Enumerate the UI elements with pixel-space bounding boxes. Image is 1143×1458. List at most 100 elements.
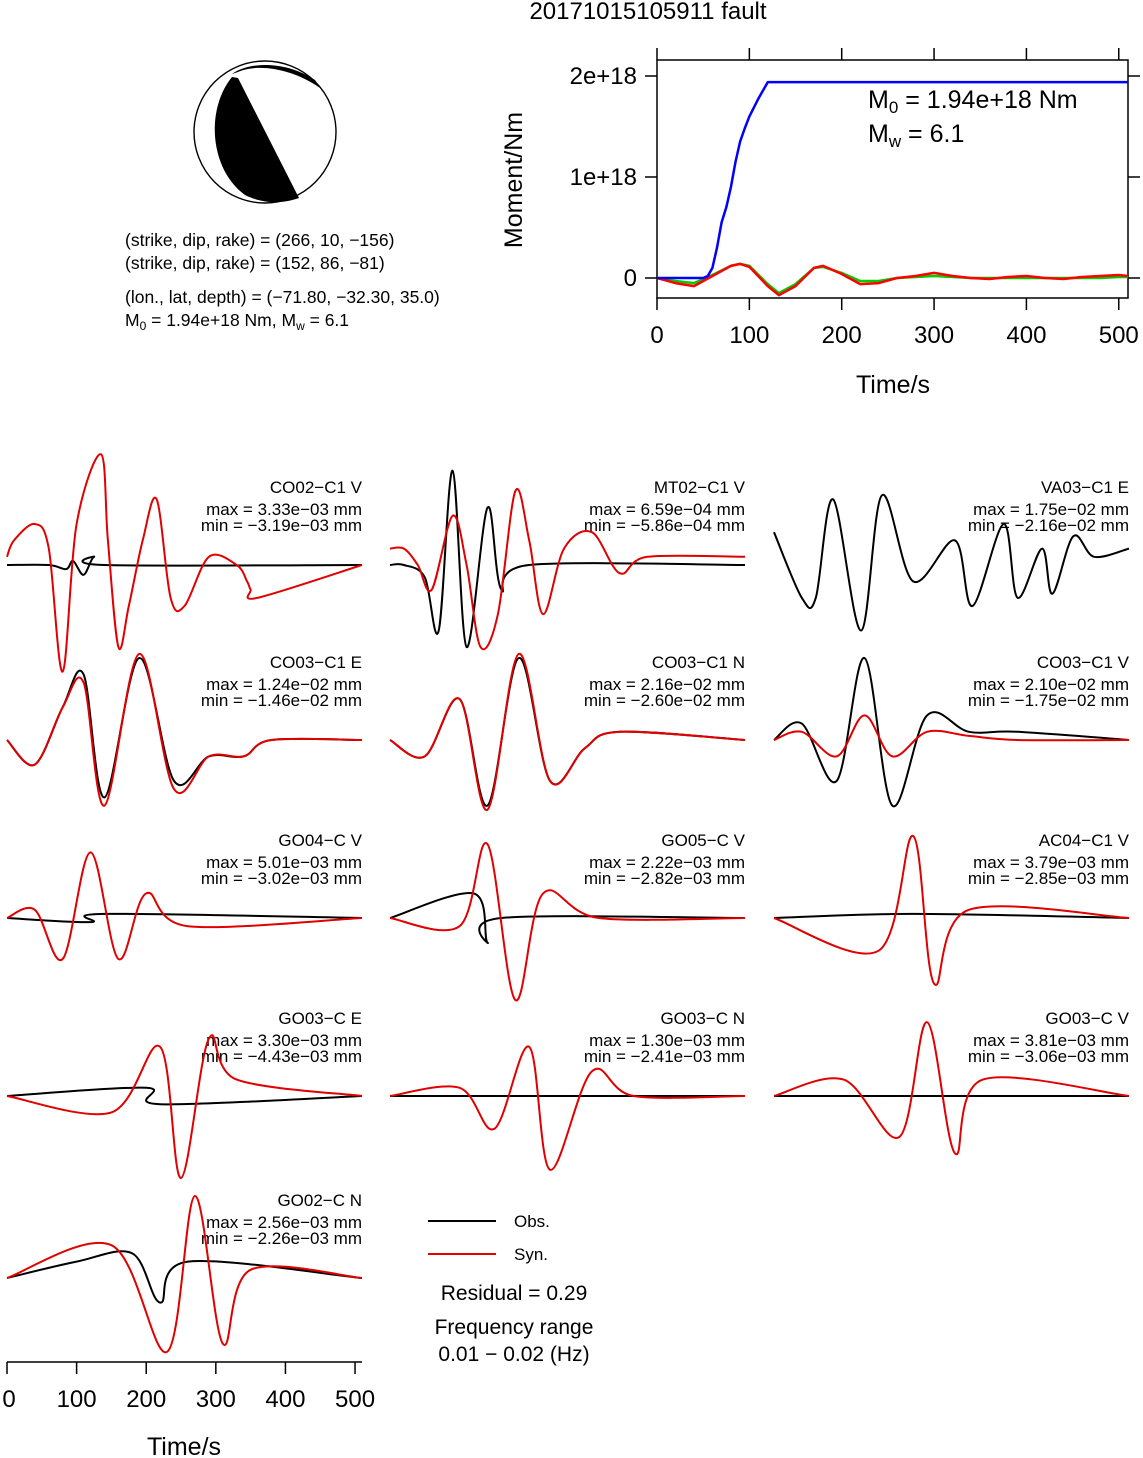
mechanism-line-2: (strike, dip, rake) = (152, 86, −81) <box>125 253 385 273</box>
mechanism-text: (strike, dip, rake) = (266, 10, −156) (s… <box>125 230 440 333</box>
beachball <box>193 60 337 204</box>
trace-max-label: max = 6.59e−04 mm <box>589 500 745 519</box>
beachball-top-arc <box>232 64 320 88</box>
trace-synthetic-line <box>389 652 746 811</box>
trace-station-label: AC04−C1 V <box>1039 831 1130 850</box>
moment-y-label: Moment/Nm <box>500 112 528 248</box>
trace-synthetic-line <box>773 714 1130 758</box>
moment-series-line <box>657 80 1128 280</box>
trace-min-label: min = −1.46e−02 mm <box>201 691 362 710</box>
trace-observed-line <box>6 912 363 924</box>
trace-max-label: max = 3.79e−03 mm <box>973 853 1129 872</box>
moment-x-tick-label: 200 <box>822 322 862 349</box>
trace-min-label: min = −2.16e−02 mm <box>968 516 1129 535</box>
moment-y-tick-label: 1e+18 <box>570 164 637 191</box>
moment-m0-text: M0 = 1.94e+18 Nm <box>868 86 1078 117</box>
mechanism-line-4: M0 = 1.94e+18 Nm, Mw = 6.1 <box>125 310 349 333</box>
moment-mw-text: Mw = 6.1 <box>868 120 964 151</box>
trace-max-label: max = 1.75e−02 mm <box>973 500 1129 519</box>
trace-max-label: max = 2.56e−03 mm <box>206 1213 362 1232</box>
trace-synthetic-line <box>6 453 363 673</box>
figure-title: 20171015105911 fault <box>529 0 766 25</box>
frequency-range-values: 0.01 − 0.02 (Hz) <box>438 1343 589 1366</box>
trace-observed-line <box>389 469 746 649</box>
trace-synthetic-line <box>773 834 1130 986</box>
trace-max-label: max = 3.81e−03 mm <box>973 1031 1129 1050</box>
residual-text: Residual = 0.29 <box>441 1282 588 1305</box>
trace-station-label: CO03−C1 V <box>1037 653 1130 672</box>
trace-synthetic-line <box>389 1045 746 1171</box>
mechanism-line-1: (strike, dip, rake) = (266, 10, −156) <box>125 230 394 250</box>
frequency-range-label: Frequency range <box>435 1316 594 1339</box>
trace-observed-line <box>6 555 363 576</box>
trace-synthetic-line <box>6 851 363 962</box>
trace-station-label: CO03−C1 E <box>270 653 362 672</box>
bottom-x-tick-label: 500 <box>335 1386 375 1413</box>
trace-min-label: min = −2.82e−03 mm <box>584 869 745 888</box>
moment-y-tick-label: 2e+18 <box>570 63 637 90</box>
moment-x-tick-label: 100 <box>729 322 769 349</box>
moment-x-axis: 0 100 200 300 400 500 <box>650 48 1139 349</box>
trace-max-label: max = 1.30e−03 mm <box>589 1031 745 1050</box>
legend-syn-label: Syn. <box>514 1245 548 1264</box>
trace-min-label: min = −4.43e−03 mm <box>201 1047 362 1066</box>
trace-synthetic-line <box>389 487 746 651</box>
bottom-x-label: Time/s <box>147 1433 221 1458</box>
moment-y-axis: 0 1e+18 2e+18 <box>570 63 1140 292</box>
trace-synthetic-line <box>6 652 363 807</box>
trace-station-label: GO03−C E <box>278 1009 362 1028</box>
trace-station-label: MT02−C1 V <box>654 478 746 497</box>
bottom-x-tick-label: 200 <box>126 1386 166 1413</box>
moment-series <box>656 80 1129 297</box>
trace-station-label: GO04−C V <box>278 831 362 850</box>
trace-station-label: CO03−C1 N <box>652 653 745 672</box>
trace-max-label: max = 3.30e−03 mm <box>206 1031 362 1050</box>
trace-observed-line <box>773 494 1130 632</box>
trace-observed-line <box>6 1250 363 1304</box>
trace-synthetic-line <box>6 1034 363 1180</box>
moment-x-label: Time/s <box>856 371 930 399</box>
trace-station-label: CO02−C1 V <box>270 478 363 497</box>
trace-max-label: max = 1.24e−02 mm <box>206 675 362 694</box>
bottom-x-tick-label: 0 <box>2 1386 15 1413</box>
bottom-x-tick-label: 100 <box>57 1386 97 1413</box>
trace-station-label: GO02−C N <box>277 1191 362 1210</box>
trace-max-label: max = 5.01e−03 mm <box>206 853 362 872</box>
bottom-x-tick-label: 300 <box>196 1386 236 1413</box>
moment-series-line <box>656 262 1129 297</box>
trace-min-label: min = −2.41e−03 mm <box>584 1047 745 1066</box>
trace-station-label: GO03−C V <box>1045 1009 1129 1028</box>
trace-min-label: min = −3.19e−03 mm <box>201 516 362 535</box>
trace-synthetic-line <box>389 842 746 1002</box>
trace-synthetic-line <box>773 1021 1130 1156</box>
bottom-time-axis: Time/s 0 100 200 300 400 500 <box>2 1361 375 1458</box>
trace-min-label: min = −3.06e−03 mm <box>968 1047 1129 1066</box>
legend-obs-label: Obs. <box>514 1212 550 1231</box>
bottom-x-tick-label: 400 <box>265 1386 305 1413</box>
beachball-compression-quadrant <box>214 77 299 203</box>
moment-x-tick-label: 300 <box>914 322 954 349</box>
legend: Obs. Syn. <box>428 1212 550 1264</box>
trace-min-label: min = −2.60e−02 mm <box>584 691 745 710</box>
mechanism-line-3: (lon., lat, depth) = (−71.80, −32.30, 35… <box>125 287 440 307</box>
trace-station-label: VA03−C1 E <box>1041 478 1129 497</box>
trace-observed-line <box>773 912 1130 919</box>
trace-observed-line <box>773 656 1130 807</box>
moment-x-tick-label: 400 <box>1006 322 1046 349</box>
moment-plot-frame <box>656 59 1129 299</box>
trace-max-label: max = 2.22e−03 mm <box>589 853 745 872</box>
trace-station-label: GO05−C V <box>661 831 745 850</box>
